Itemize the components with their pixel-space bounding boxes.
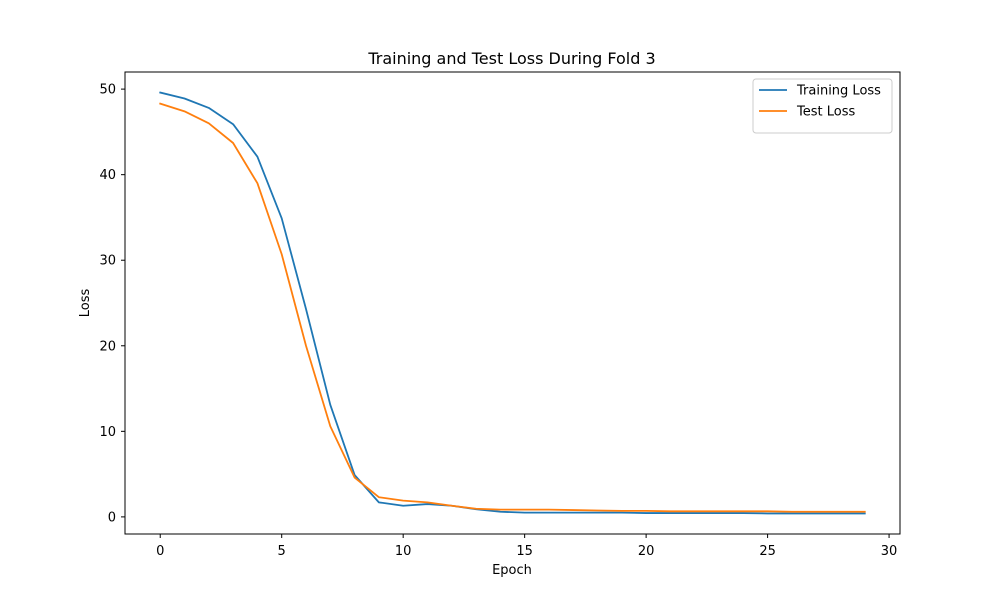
y-axis-ticks: 0 10 20 30 40 50 — [99, 83, 125, 525]
y-tick-label: 10 — [99, 425, 116, 440]
plot-area — [125, 72, 900, 534]
x-tick-label: 25 — [759, 544, 776, 559]
legend-label-1: Training Loss — [796, 84, 881, 99]
y-tick-label: 40 — [99, 168, 116, 183]
legend-label-2: Test Loss — [796, 105, 855, 120]
series-lines — [159, 91, 866, 515]
x-tick-label: 0 — [156, 544, 164, 559]
chart-title: Training and Test Loss During Fold 3 — [367, 49, 655, 68]
y-tick-label: 0 — [108, 510, 116, 525]
x-tick-label: 5 — [278, 544, 286, 559]
x-axis-label: Epoch — [492, 563, 532, 578]
y-tick-label: 20 — [99, 339, 116, 354]
x-tick-label: 20 — [638, 544, 655, 559]
y-tick-label: 30 — [99, 254, 116, 269]
series-line-2 — [159, 102, 866, 513]
legend-box — [752, 78, 893, 134]
series-line-1 — [159, 91, 866, 515]
x-tick-label: 30 — [881, 544, 898, 559]
x-tick-label: 10 — [395, 544, 412, 559]
x-tick-label: 15 — [516, 544, 533, 559]
legend: Training Loss Test Loss — [752, 78, 893, 134]
y-tick-label: 50 — [99, 83, 116, 98]
x-axis-ticks: 0 5 10 15 20 25 30 — [156, 534, 897, 559]
plot-frame — [124, 71, 901, 535]
y-axis-label: Loss — [78, 289, 93, 318]
